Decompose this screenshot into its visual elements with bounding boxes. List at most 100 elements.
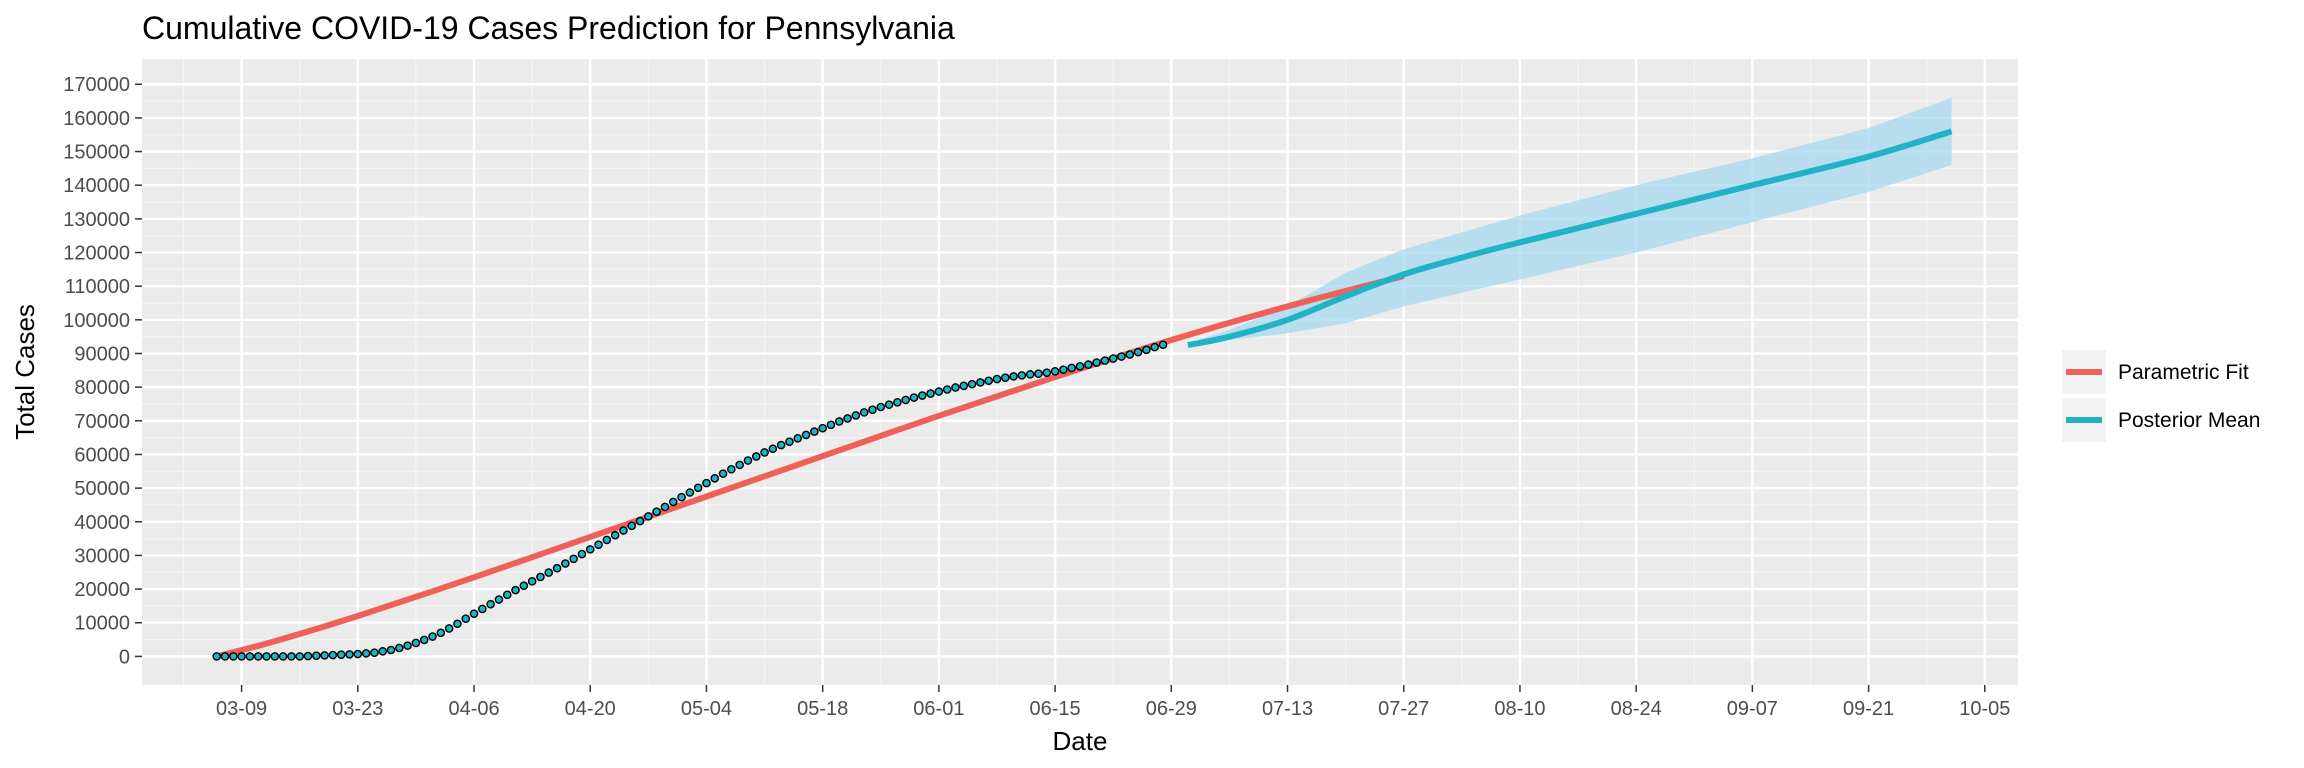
observed-point xyxy=(1158,340,1168,350)
observed-point xyxy=(693,483,703,493)
observed-point xyxy=(893,397,902,407)
observed-point xyxy=(992,374,1002,384)
observed-point xyxy=(785,437,794,446)
observed-point xyxy=(361,649,371,658)
observed-point xyxy=(386,645,396,655)
observed-point xyxy=(245,652,255,661)
parametric-fit-line xyxy=(215,273,1405,660)
observed-point xyxy=(1117,352,1126,361)
series-lines-layer xyxy=(215,128,1953,660)
observed-point xyxy=(685,488,695,497)
observed-point xyxy=(594,540,603,549)
observed-point xyxy=(1108,354,1118,363)
observed-point xyxy=(270,652,280,661)
chart-title: Cumulative COVID-19 Cases Prediction for… xyxy=(142,10,955,46)
x-tick-label: 09-07 xyxy=(1727,698,1778,720)
observed-point xyxy=(818,423,827,433)
observed-point xyxy=(1125,350,1135,359)
x-tick-label: 06-15 xyxy=(1030,698,1081,720)
observed-point xyxy=(826,420,836,430)
y-tick-label: 140000 xyxy=(63,175,130,197)
observed-point xyxy=(253,652,263,661)
observed-point xyxy=(926,389,935,398)
y-tick-label: 40000 xyxy=(74,512,130,534)
x-tick-label: 06-29 xyxy=(1146,698,1197,720)
observed-point xyxy=(419,635,429,645)
y-tick-label: 50000 xyxy=(74,478,130,500)
observed-point xyxy=(668,497,678,507)
y-tick-label: 80000 xyxy=(74,377,130,399)
observed-point xyxy=(303,651,313,661)
observed-point xyxy=(585,545,595,554)
observed-point xyxy=(1133,347,1143,357)
observed-point xyxy=(1067,363,1076,373)
observed-point xyxy=(544,568,554,577)
observed-point xyxy=(635,516,645,526)
observed-points-layer xyxy=(212,340,1168,661)
legend: Parametric Fit Posterior Mean xyxy=(2062,350,2260,442)
y-tick-label: 20000 xyxy=(74,579,130,601)
observed-point xyxy=(378,647,388,656)
observed-point xyxy=(743,456,753,465)
observed-point xyxy=(834,417,844,426)
y-axis: 0 10000 20000 30000 40000 50000 60000 70000 8000… xyxy=(63,74,142,668)
observed-point xyxy=(262,652,271,661)
observed-point xyxy=(627,521,637,531)
y-axis-title: Total Cases xyxy=(10,304,40,440)
y-tick-label: 120000 xyxy=(63,243,130,265)
observed-point xyxy=(1009,372,1018,381)
observed-point xyxy=(851,411,861,420)
x-tick-label: 03-23 xyxy=(332,698,383,720)
y-tick-label: 10000 xyxy=(74,613,130,635)
observed-point xyxy=(287,652,296,661)
observed-point xyxy=(660,502,670,512)
y-tick-label: 150000 xyxy=(63,142,130,164)
observed-point xyxy=(984,376,993,386)
observed-point xyxy=(461,614,471,623)
observed-point xyxy=(735,460,744,470)
observed-point xyxy=(469,609,479,618)
x-tick-label: 05-18 xyxy=(797,698,848,720)
observed-point xyxy=(486,599,495,609)
observed-point xyxy=(602,535,612,545)
observed-point xyxy=(677,492,686,502)
observed-point xyxy=(328,650,338,660)
observed-point xyxy=(511,585,520,595)
observed-point xyxy=(1092,358,1101,367)
observed-point xyxy=(353,649,363,659)
observed-point xyxy=(1100,356,1110,365)
x-tick-label: 03-09 xyxy=(216,698,267,720)
observed-point xyxy=(959,381,969,391)
observed-point xyxy=(901,395,910,405)
observed-point xyxy=(1025,370,1035,379)
y-tick-label: 160000 xyxy=(63,108,130,130)
observed-point xyxy=(444,624,454,633)
gridlines xyxy=(142,59,2018,685)
observed-point xyxy=(345,650,354,659)
observed-point xyxy=(710,474,720,483)
observed-point xyxy=(370,648,379,657)
observed-point xyxy=(751,452,761,461)
observed-point xyxy=(320,651,329,660)
observed-point xyxy=(1050,367,1060,376)
y-tick-label: 30000 xyxy=(74,545,130,567)
observed-point xyxy=(212,652,222,661)
observed-point xyxy=(917,391,927,400)
observed-point xyxy=(237,652,246,661)
observed-point xyxy=(702,478,711,488)
observed-point xyxy=(776,440,786,450)
x-axis: 03-09 03-23 04-06 04-20 05-04 05-18 06-01 06-15… xyxy=(216,685,2010,720)
observed-point xyxy=(967,379,977,389)
x-tick-label: 08-10 xyxy=(1494,698,1545,720)
observed-point xyxy=(519,581,529,591)
observed-point xyxy=(569,554,578,564)
observed-point xyxy=(527,577,537,586)
observed-point xyxy=(934,387,944,396)
observed-point xyxy=(951,383,960,392)
y-tick-label: 100000 xyxy=(63,310,130,332)
observed-point xyxy=(428,632,437,641)
observed-point xyxy=(610,530,620,540)
observed-point xyxy=(909,393,919,402)
observed-point xyxy=(876,402,886,412)
observed-point xyxy=(718,469,728,478)
